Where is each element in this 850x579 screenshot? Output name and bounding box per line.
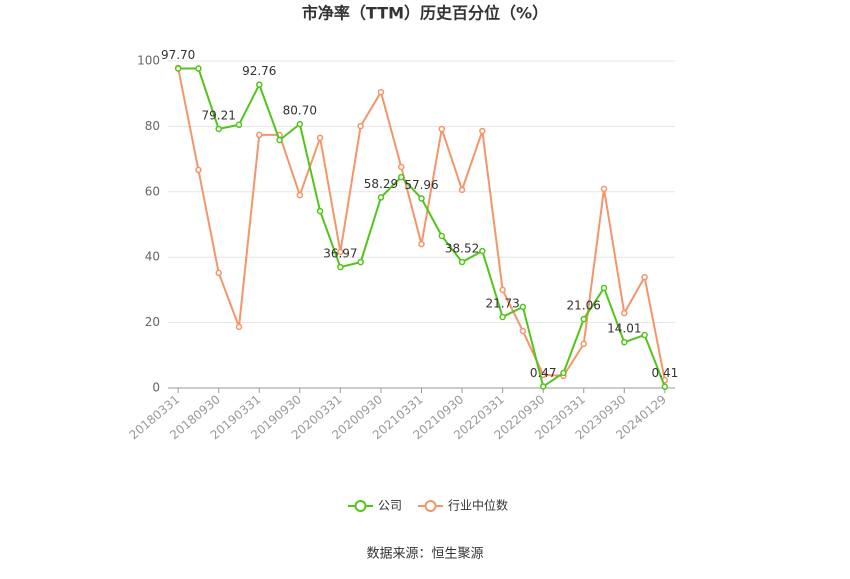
data-label: 79.21 [202,108,236,122]
data-label: 92.76 [242,64,276,78]
data-label: 0.41 [652,366,679,380]
point [174,65,182,72]
point [519,303,527,311]
point [337,248,344,256]
data-label: 97.70 [161,48,195,62]
point [256,131,263,139]
legend-label: 公司 [378,499,402,513]
chart-title: 市净率（TTM）历史百分位（%） [302,4,548,23]
y-tick-label: 100 [137,54,160,68]
legend-label: 行业中位数 [448,498,508,513]
point [256,81,263,88]
point [316,134,324,142]
data-label: 21.73 [485,296,519,310]
legend-marker [424,500,437,512]
point [458,186,466,194]
point [316,207,324,215]
point [600,185,608,193]
point [600,284,608,292]
point [296,191,304,199]
legend-marker [354,500,367,512]
y-tick-label: 80 [145,119,160,133]
point [499,286,506,294]
data-label: 14.01 [607,322,641,336]
point [580,315,587,323]
point [215,269,222,277]
point [438,125,446,133]
point [661,383,669,390]
point [296,120,304,128]
point [357,258,364,266]
point [479,127,486,135]
data-label: 36.97 [323,247,357,261]
point [357,122,364,130]
point [377,88,385,96]
point [499,313,506,321]
y-tick-label: 40 [145,250,160,264]
data-label: 57.96 [404,178,438,192]
point [641,331,648,339]
series-line [178,67,666,389]
point [458,258,466,266]
point [519,327,527,335]
data-label: 21.06 [567,299,601,313]
point [479,247,486,255]
y-tick-label: 0 [152,381,160,395]
point [235,323,243,331]
point [580,340,587,348]
data-label: 80.70 [283,104,317,118]
point [195,166,202,174]
data-label: 58.29 [364,177,398,191]
point [337,263,344,271]
point [397,173,405,181]
point [621,338,628,346]
point [235,121,243,129]
point [418,240,425,248]
series-line [177,67,666,381]
point [276,136,283,144]
point [215,125,222,133]
y-tick-label: 20 [145,315,160,329]
point [438,232,446,240]
data-label: 0.47 [530,366,557,380]
point [418,195,425,202]
point [195,65,202,72]
point [397,163,405,171]
point [377,194,385,201]
point [641,273,648,281]
y-tick-label: 60 [145,184,160,198]
source: 数据来源：恒生聚源 [366,547,483,562]
point [560,369,567,377]
point [621,309,628,317]
data-label: 38.52 [445,242,479,256]
point [539,383,547,390]
